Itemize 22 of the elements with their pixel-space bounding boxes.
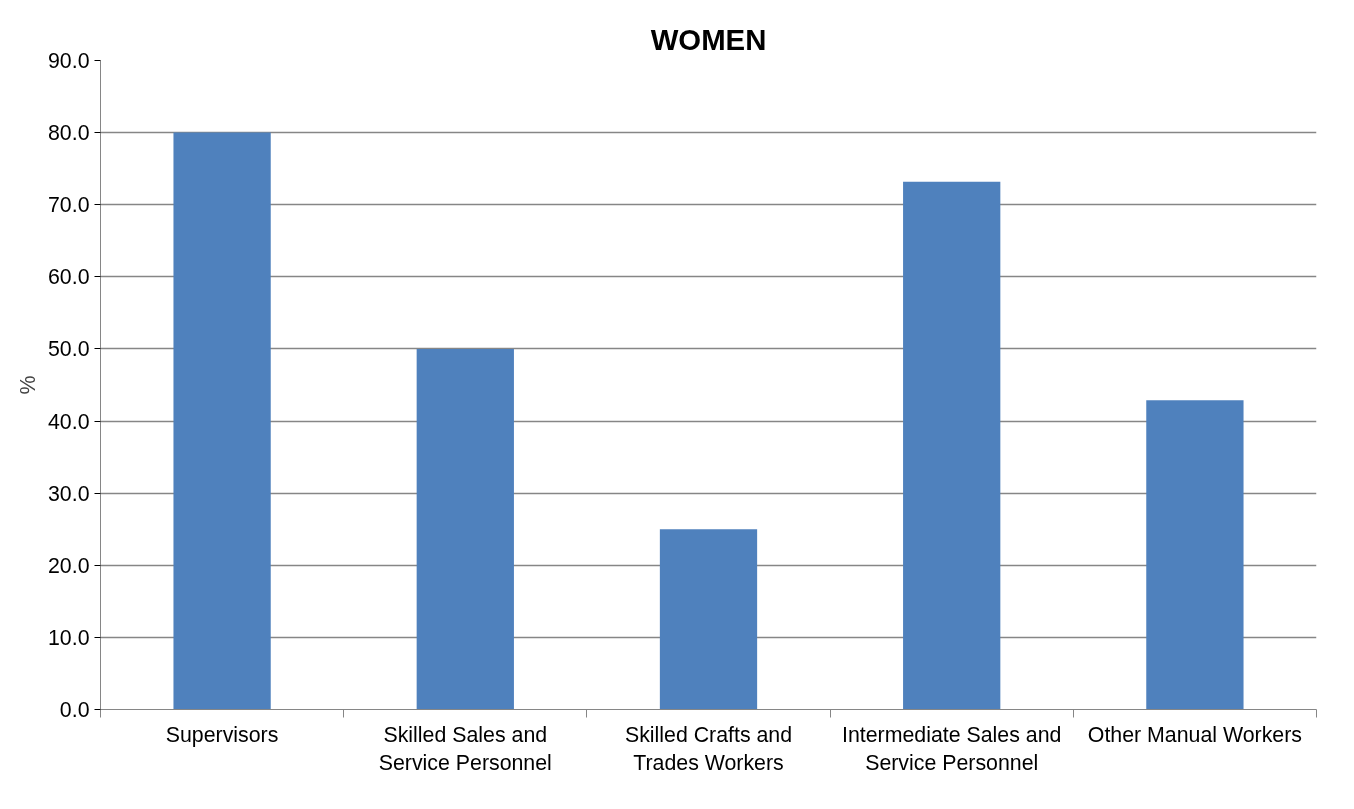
y-tick-label: 30.0 [47,481,90,506]
bar [903,181,1001,710]
y-axis-title: % [15,375,40,395]
x-tick-label: Other Manual Workers [1087,722,1302,747]
y-tick-label: 60.0 [47,265,90,290]
x-tick-label: Intermediate Sales and Service Personnel [842,722,1062,776]
x-tick-label: Skilled Crafts and Trades Workers [624,722,793,776]
bar [1146,400,1244,710]
x-tick-label: Skilled Sales and Service Personnel [378,722,552,776]
bar [416,348,514,710]
y-tick-label: 50.0 [47,337,90,362]
chart-title: WOMEN [650,22,767,56]
y-tick-label: 20.0 [47,553,90,578]
y-tick-label: 40.0 [47,409,90,434]
y-tick-label: 90.0 [47,49,90,73]
x-tick-label: Supervisors [165,722,279,747]
y-tick-label: 0.0 [59,698,90,722]
y-tick-label: 10.0 [47,625,90,650]
y-tick-label: 70.0 [47,193,90,218]
bar [173,132,271,710]
y-tick-label: 80.0 [47,121,90,146]
bar [659,529,758,710]
